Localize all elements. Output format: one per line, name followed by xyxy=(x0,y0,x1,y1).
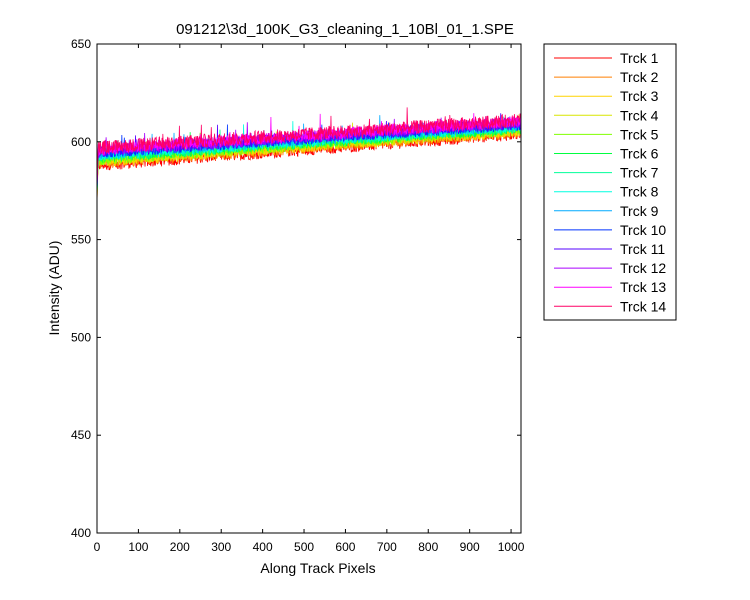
y-tick-label: 500 xyxy=(71,330,91,344)
x-tick-label: 0 xyxy=(94,540,101,554)
x-axis-ticks: 0 100 200 300 400 500 600 700 800 900 1000 xyxy=(94,44,525,554)
y-tick-label: 650 xyxy=(71,37,91,51)
legend-label: Trck 1 xyxy=(620,50,659,66)
y-tick-label: 600 xyxy=(71,135,91,149)
chart-title: 091212\3d_100K_G3_cleaning_1_10Bl_01_1.S… xyxy=(176,21,514,38)
legend: Trck 1 Trck 2 Trck 3 Trck 4 Trck 5 Trck 6 Trck… xyxy=(543,43,677,321)
series-line-14 xyxy=(96,107,522,187)
y-tick-label: 550 xyxy=(71,233,91,247)
legend-label: Trck 5 xyxy=(620,126,659,142)
x-tick-label: 1000 xyxy=(498,540,525,554)
x-tick-label: 100 xyxy=(128,540,148,554)
x-tick-label: 300 xyxy=(211,540,231,554)
x-tick-label: 700 xyxy=(377,540,397,554)
legend-label: Trck 12 xyxy=(620,260,666,276)
x-tick-label: 600 xyxy=(335,540,355,554)
legend-label: Trck 4 xyxy=(620,107,659,123)
legend-items: Trck 1 Trck 2 Trck 3 Trck 4 Trck 5 Trck 6 Trck… xyxy=(554,50,666,314)
legend-label: Trck 2 xyxy=(620,69,659,85)
legend-label: Trck 11 xyxy=(620,241,665,257)
legend-label: Trck 8 xyxy=(620,184,659,200)
legend-box xyxy=(543,43,677,321)
x-tick-label: 200 xyxy=(170,540,190,554)
x-axis-label: Along Track Pixels xyxy=(260,560,375,576)
y-tick-label: 450 xyxy=(71,428,91,442)
y-axis-ticks: 400 450 500 550 600 650 xyxy=(71,37,521,540)
legend-label: Trck 13 xyxy=(620,279,666,295)
y-axis-label: Intensity (ADU) xyxy=(46,241,62,336)
legend-label: Trck 14 xyxy=(620,298,666,314)
legend-label: Trck 10 xyxy=(620,222,666,238)
legend-label: Trck 6 xyxy=(620,146,659,162)
x-tick-label: 400 xyxy=(253,540,273,554)
x-tick-label: 500 xyxy=(294,540,314,554)
plot-background xyxy=(97,44,521,533)
y-tick-label: 400 xyxy=(71,526,91,540)
plot-area: 0 100 200 300 400 500 600 700 800 900 1000 400 450 5… xyxy=(71,37,525,554)
x-tick-label: 900 xyxy=(460,540,480,554)
legend-label: Trck 7 xyxy=(620,165,659,181)
axes-box xyxy=(96,43,522,534)
series-layer xyxy=(96,107,522,205)
legend-label: Trck 3 xyxy=(620,88,659,104)
legend-label: Trck 9 xyxy=(620,203,659,219)
x-tick-label: 800 xyxy=(418,540,438,554)
